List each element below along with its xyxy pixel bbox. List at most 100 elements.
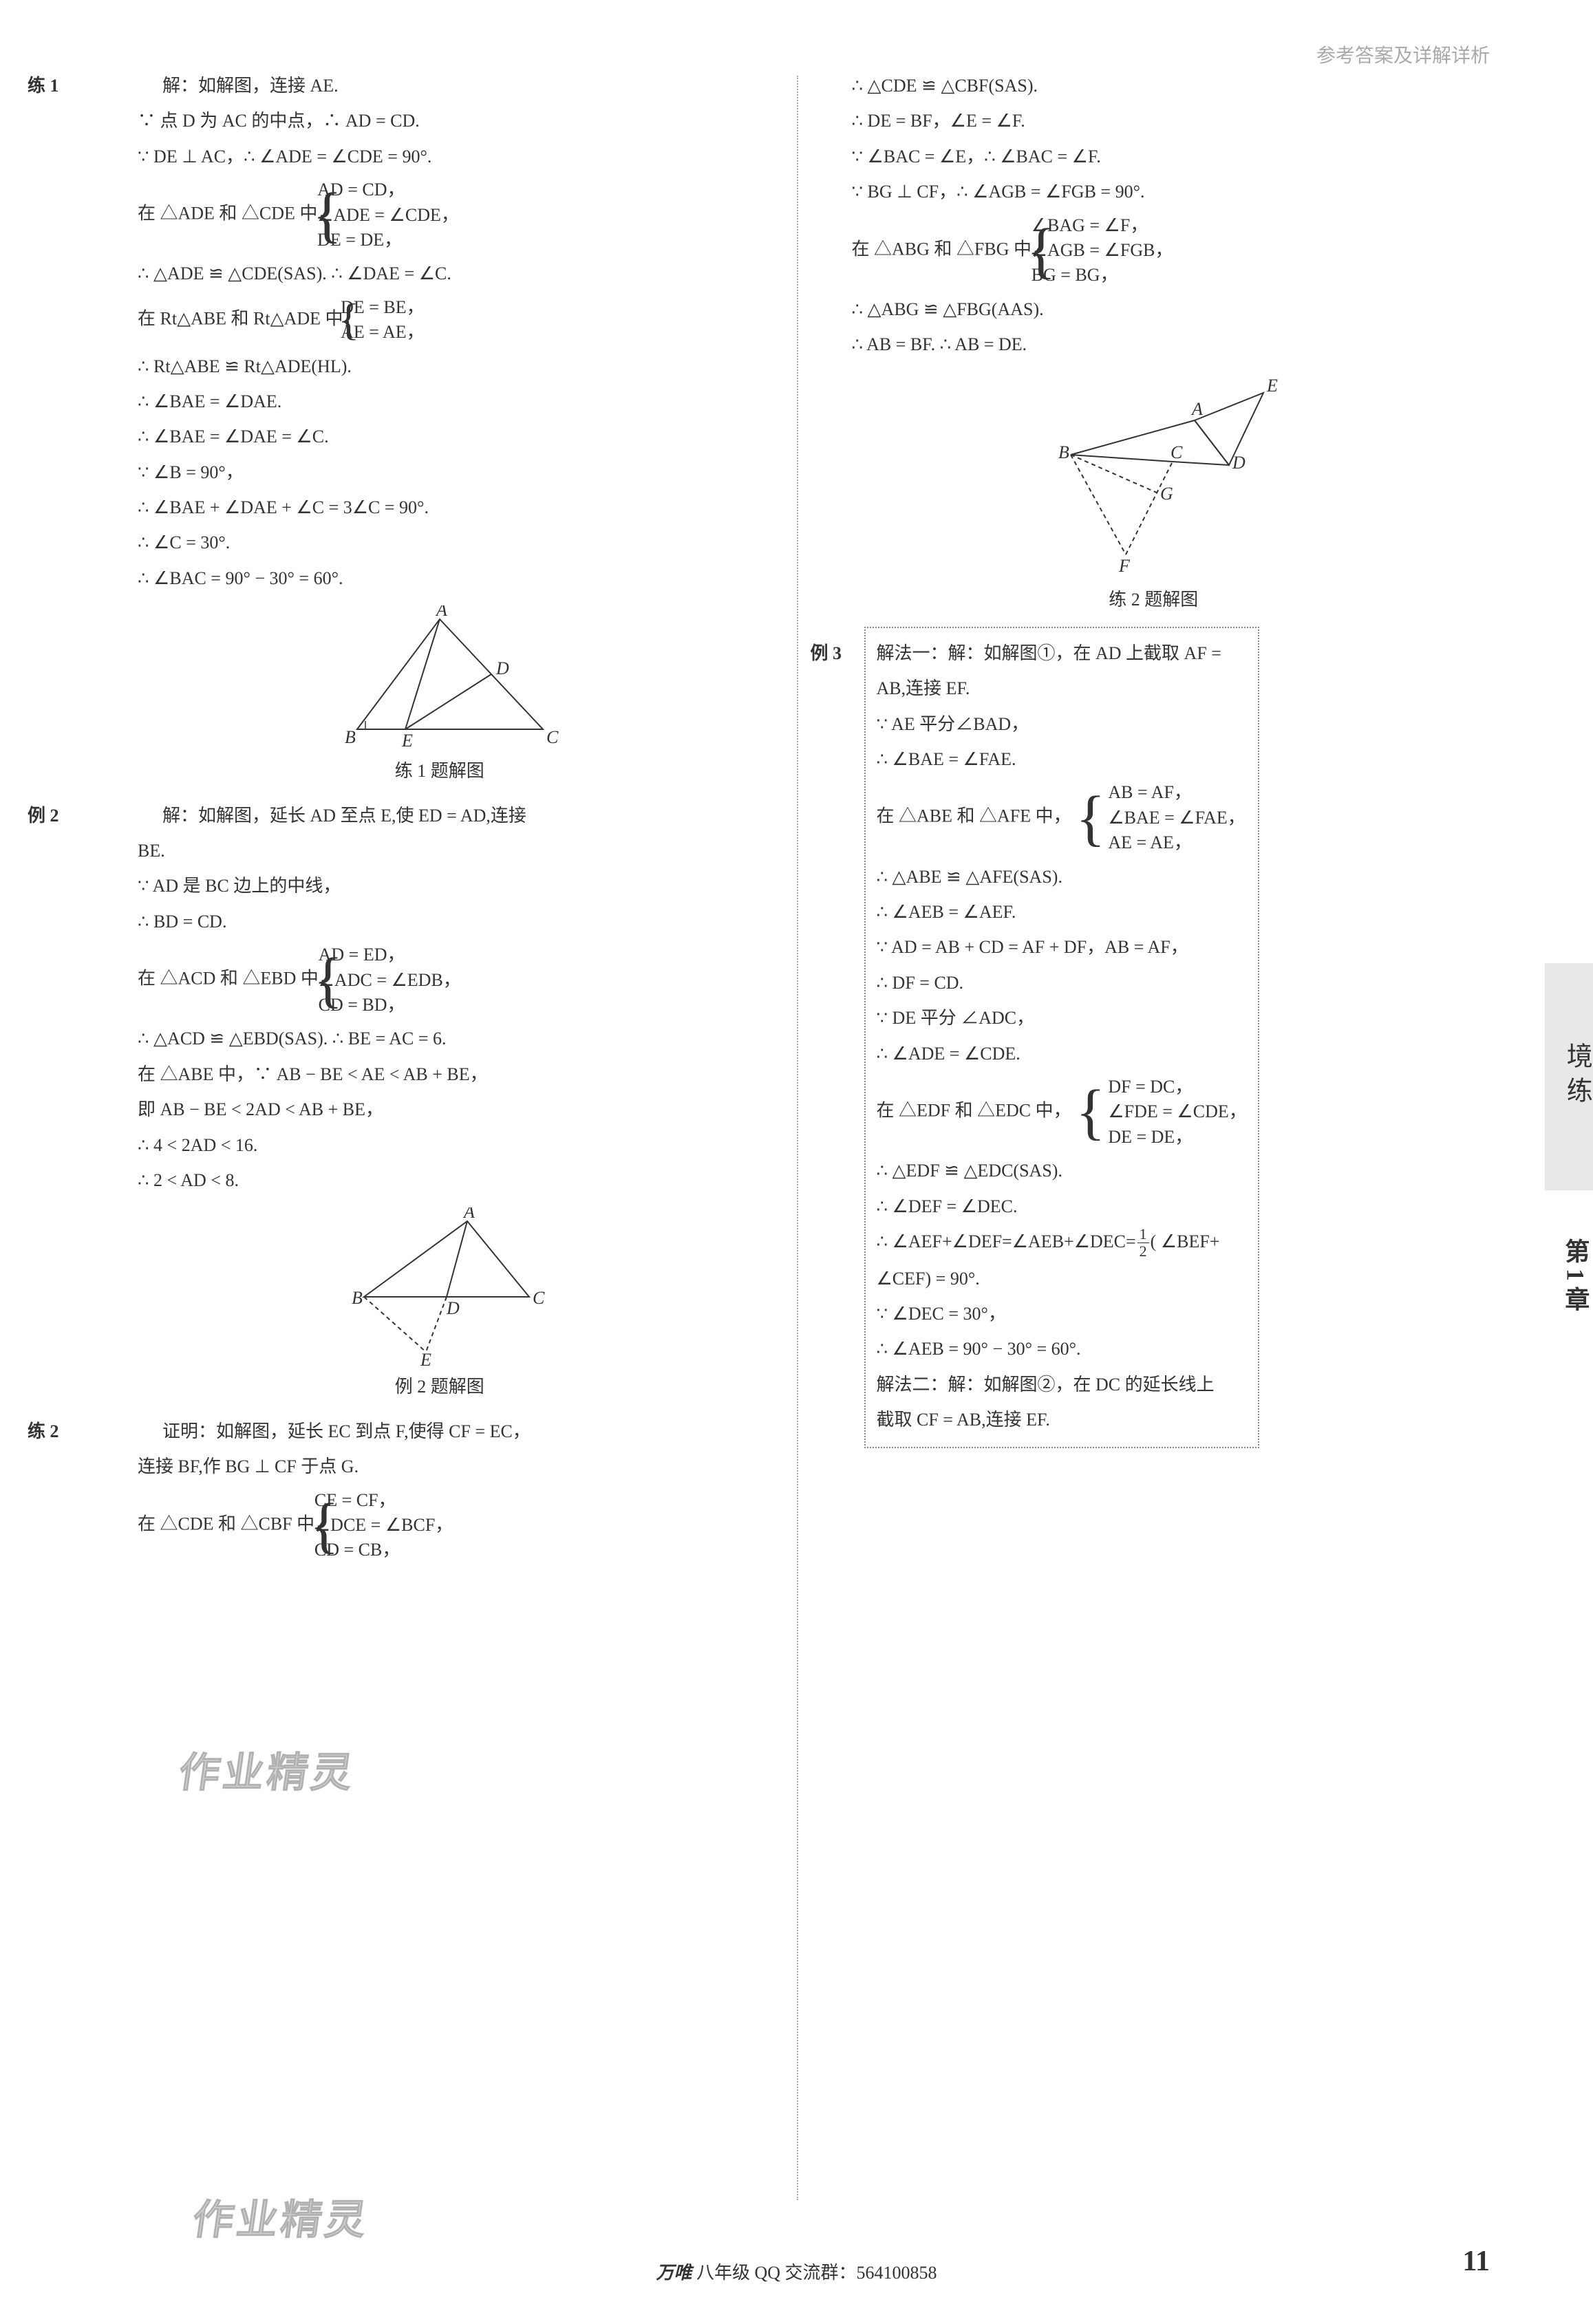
b3: BG = BG， (1059, 263, 1173, 288)
svg-text:B: B (1058, 442, 1069, 462)
b3: CD = CB， (342, 1538, 453, 1562)
svg-text:D: D (495, 658, 509, 678)
b3: CD = BD， (346, 993, 461, 1018)
l13b: ( ∠BEF+ (1151, 1231, 1220, 1251)
figure-p1: A D B E C 练 1 题解图 (96, 605, 783, 788)
watermark: 作业精灵 (173, 1734, 361, 1812)
p1-l10: ∴ ∠BAE + ∠DAE + ∠C = 3∠C = 90°. (96, 491, 783, 524)
brace-content: CE = CF， ∠DCE = ∠BCF， CD = CB， (342, 1488, 453, 1563)
p1-diagram: A D B E C (316, 605, 564, 750)
e3-m1l2: ∴ ∠BAE = ∠FAE. (877, 742, 1247, 776)
svg-text:A: A (462, 1207, 475, 1222)
brace-content: ∠BAG = ∠F， ∠AGB = ∠FGB， BG = BG， (1059, 213, 1173, 288)
e2-l0b: BE. (96, 834, 783, 868)
p1-l9: ∵ ∠B = 90°， (96, 455, 783, 489)
e3-box: 解法一：解：如解图①，在 AD 上截取 AF = AB,连接 EF. ∵ AE … (864, 627, 1259, 1448)
p1-l5a: 在 Rt△ABE 和 Rt△ADE 中， (138, 308, 361, 328)
e3-m2l0: 解法二：解：如解图②，在 DC 的延长线上 (877, 1368, 1247, 1401)
figure-e2: A B C D E 例 2 题解图 (96, 1207, 783, 1403)
p2-label: 练 2 (96, 1414, 145, 1448)
p1-label: 练 1 (96, 69, 145, 103)
figure-p2: E A B C D G F 练 2 题解图 (811, 372, 1497, 616)
e3-m1l13: ∴ ∠AEF+∠DEF=∠AEB+∠DEC=12( ∠BEF+ (877, 1225, 1247, 1260)
b2: ∠FDE = ∠CDE， (1108, 1099, 1246, 1124)
e3-m1l4: ∴ △ABE ≌ △AFE(SAS). (877, 860, 1247, 894)
e3-m1l0: 解法一：解：如解图①，在 AD 上截取 AF = (877, 636, 1247, 670)
p1-head: 练 1 解：如解图，连接 AE. (96, 69, 783, 103)
footer-text: 八年级 QQ 交流群：564100858 (696, 2263, 937, 2283)
b2: AE = AE， (368, 320, 425, 345)
svg-text:E: E (401, 731, 413, 750)
brace-content: AB = AF， ∠BAE = ∠FAE， AE = AE， (1108, 780, 1245, 855)
p1-l8: ∴ ∠BAE = ∠DAE = ∠C. (96, 420, 783, 453)
svg-text:D: D (1232, 453, 1245, 473)
brace-content: AD = ED， ∠ADC = ∠EDB， CD = BD， (346, 943, 461, 1018)
p2c-l3: ∵ BG ⊥ CF，∴ ∠AGB = ∠FGB = 90°. (811, 175, 1497, 208)
p2c-l0: ∴ △CDE ≌ △CBF(SAS). (811, 69, 1497, 103)
p2c-l4: 在 △ABG 和 △FBG 中， { ∠BAG = ∠F， ∠AGB = ∠FG… (811, 211, 1497, 291)
svg-text:E: E (420, 1350, 431, 1366)
p2c-l2: ∵ ∠BAC = ∠E，∴ ∠BAC = ∠F. (811, 140, 1497, 173)
e2-l3a: 在 △ACD 和 △EBD 中， (138, 969, 336, 989)
e2-l0: 解：如解图，延长 AD 至点 E,使 ED = AD,连接 (162, 806, 526, 826)
brace-block: { CE = CF， ∠DCE = ∠BCF， CD = CB， (337, 1488, 453, 1563)
svg-text:G: G (1160, 484, 1173, 504)
b3: AE = AE， (1108, 830, 1245, 855)
p2-l0: 证明：如解图，延长 EC 到点 F,使得 CF = EC， (162, 1421, 531, 1441)
e2-l5: 在 △ABE 中，∵ AB − BE < AE < AB + BE， (96, 1057, 783, 1091)
svg-text:E: E (1266, 376, 1278, 396)
p1-l0: 解：如解图，连接 AE. (162, 76, 339, 96)
b2: ∠BAE = ∠FAE， (1108, 806, 1245, 830)
e2-head: 例 2 解：如解图，延长 AD 至点 E,使 ED = AD,连接 (96, 799, 783, 832)
brace-block: { AB = AF， ∠BAE = ∠FAE， AE = AE， (1076, 780, 1245, 855)
svg-text:D: D (446, 1298, 460, 1318)
e3-m1l5: ∴ ∠AEB = ∠AEF. (877, 895, 1247, 929)
p2-l2a: 在 △CDE 和 △CBF 中， (138, 1514, 332, 1534)
e3-m1l3a: 在 △ABE 和 △AFE 中， (877, 806, 1071, 826)
p1-l4: ∴ △ADE ≌ △CDE(SAS). ∴ ∠DAE = ∠C. (96, 257, 783, 290)
e2-label: 例 2 (96, 799, 145, 832)
p1-l3a: 在 △ADE 和 △CDE 中， (138, 204, 335, 224)
b1: AD = CD， (345, 177, 459, 202)
brace-block: { ∠BAG = ∠F， ∠AGB = ∠FGB， BG = BG， (1054, 213, 1173, 288)
svg-text:B: B (352, 1288, 363, 1308)
e3-m1l13c: ∠CEF) = 90°. (877, 1262, 1247, 1295)
brace-icon: { (1076, 1084, 1105, 1140)
e3-m1l1: ∵ AE 平分∠BAD， (877, 707, 1247, 741)
p1-l3: 在 △ADE 和 △CDE 中， { AD = CD， ∠ADE = ∠CDE，… (96, 175, 783, 255)
watermark: 作业精灵 (187, 2181, 374, 2259)
p2c-l4a: 在 △ABG 和 △FBG 中， (852, 239, 1049, 259)
brace-icon: { (1076, 790, 1105, 846)
fig-cap-p1: 练 1 题解图 (96, 754, 783, 788)
svg-text:C: C (533, 1288, 545, 1308)
brace-block: { DF = DC， ∠FDE = ∠CDE， DE = DE， (1076, 1075, 1247, 1150)
svg-text:F: F (1118, 556, 1131, 576)
page-number: 11 (1462, 2235, 1490, 2290)
svg-text:C: C (1170, 442, 1183, 462)
b2: ∠ADC = ∠EDB， (346, 968, 461, 993)
p2-l1: 连接 BF,作 BG ⊥ CF 于点 G. (96, 1450, 783, 1483)
b1: AB = AF， (1108, 780, 1245, 805)
fraction-half: 12 (1137, 1226, 1149, 1260)
b1: CE = CF， (342, 1488, 453, 1513)
p2-diagram: E A B C D G F (1016, 372, 1291, 579)
e3-m1l0b: AB,连接 EF. (877, 671, 1247, 705)
e2-l2: ∴ BD = CD. (96, 905, 783, 938)
e2-l3: 在 △ACD 和 △EBD 中， { AD = ED， ∠ADC = ∠EDB，… (96, 940, 783, 1020)
e2-l1: ∵ AD 是 BC 边上的中线， (96, 869, 783, 903)
e3-m1l15: ∴ ∠AEB = 90° − 30° = 60°. (877, 1332, 1247, 1366)
b2: ∠ADE = ∠CDE， (345, 203, 459, 228)
e2-l8: ∴ 2 < AD < 8. (96, 1163, 783, 1197)
e3-m1l6: ∵ AD = AB + CD = AF + DF，AB = AF， (877, 930, 1247, 964)
e3-label: 例 3 (811, 636, 859, 670)
brace-content: AD = CD， ∠ADE = ∠CDE， DE = DE， (345, 177, 459, 252)
b1: AD = ED， (346, 943, 461, 967)
b2: ∠DCE = ∠BCF， (342, 1513, 453, 1538)
p2c-l1: ∴ DE = BF，∠E = ∠F. (811, 104, 1497, 138)
b3: DE = DE， (1108, 1125, 1246, 1150)
e3-m1l11: ∴ △EDF ≌ △EDC(SAS). (877, 1154, 1247, 1187)
e3-m1l9: ∴ ∠ADE = ∠CDE. (877, 1037, 1247, 1070)
svg-text:A: A (1190, 399, 1203, 419)
tab-main: 课时分层情境练 (1545, 963, 1593, 1190)
e3-m1l8: ∵ DE 平分 ∠ADC， (877, 1001, 1247, 1035)
